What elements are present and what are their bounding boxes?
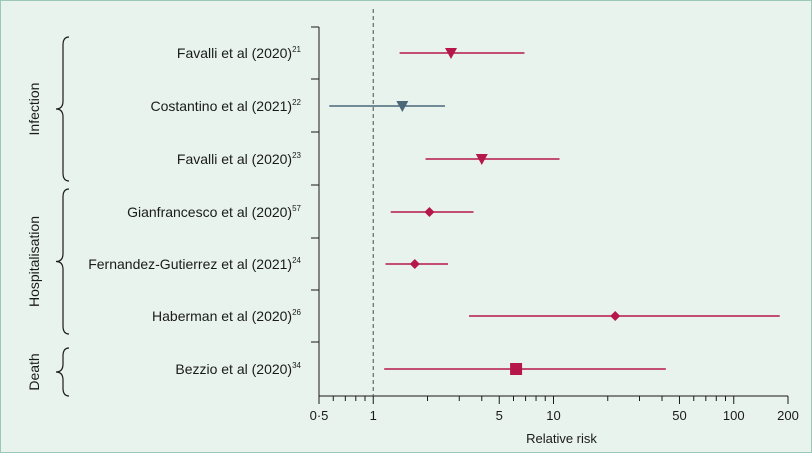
study-reference: 24 — [292, 256, 301, 265]
study-reference: 26 — [292, 308, 301, 317]
study-reference: 34 — [292, 361, 301, 370]
group-brace — [55, 36, 70, 182]
point-estimate-diamond — [424, 207, 435, 217]
study-name: Fernandez-Gutierrez et al (2021) — [88, 256, 292, 272]
study-name: Gianfrancesco et al (2020) — [127, 204, 292, 220]
x-tick-label: 100 — [723, 408, 745, 423]
group-label: Infection — [26, 83, 42, 136]
study-label: Favalli et al (2020)21 — [177, 45, 302, 61]
point-estimate-diamond — [610, 311, 621, 321]
point-estimate-triangle — [475, 154, 488, 165]
study-reference: 22 — [292, 98, 301, 107]
study-label: Haberman et al (2020)26 — [152, 308, 302, 324]
data-marks — [329, 48, 780, 375]
study-reference: 21 — [292, 45, 301, 54]
x-tick-label: 1 — [370, 408, 377, 423]
group-label: Death — [26, 353, 42, 390]
point-estimate-diamond — [409, 259, 420, 269]
study-label: Costantino et al (2021)22 — [150, 98, 301, 114]
study-reference: 57 — [292, 204, 301, 213]
group-brackets: Infection Hospitalisation Death — [26, 36, 70, 397]
point-estimate-triangle — [445, 48, 458, 59]
study-name: Costantino et al (2021) — [150, 98, 292, 114]
x-tick-label: 10 — [546, 408, 560, 423]
study-name: Favalli et al (2020) — [177, 45, 292, 61]
study-label: Gianfrancesco et al (2020)57 — [127, 204, 301, 220]
x-tick-label: 5 — [496, 408, 503, 423]
study-name: Favalli et al (2020) — [177, 151, 292, 167]
study-name: Bezzio et al (2020) — [175, 361, 292, 377]
point-estimate-triangle — [396, 101, 409, 112]
x-tick-label: 0·5 — [310, 408, 329, 423]
study-label: Bezzio et al (2020)34 — [175, 361, 301, 377]
study-label: Fernandez-Gutierrez et al (2021)24 — [88, 256, 301, 272]
group-brace — [55, 188, 70, 335]
axes: 0·5 1 5 10 50 100 200 — [310, 9, 799, 423]
x-tick-label: 50 — [672, 408, 686, 423]
study-name: Haberman et al (2020) — [152, 308, 292, 324]
group-label: Hospitalisation — [26, 216, 42, 307]
x-tick-label: 200 — [777, 408, 799, 423]
study-label: Favalli et al (2020)23 — [177, 151, 302, 167]
x-axis-title: Relative risk — [526, 431, 597, 446]
group-brace — [55, 347, 70, 397]
study-reference: 23 — [292, 151, 301, 160]
point-estimate-square — [510, 363, 523, 375]
